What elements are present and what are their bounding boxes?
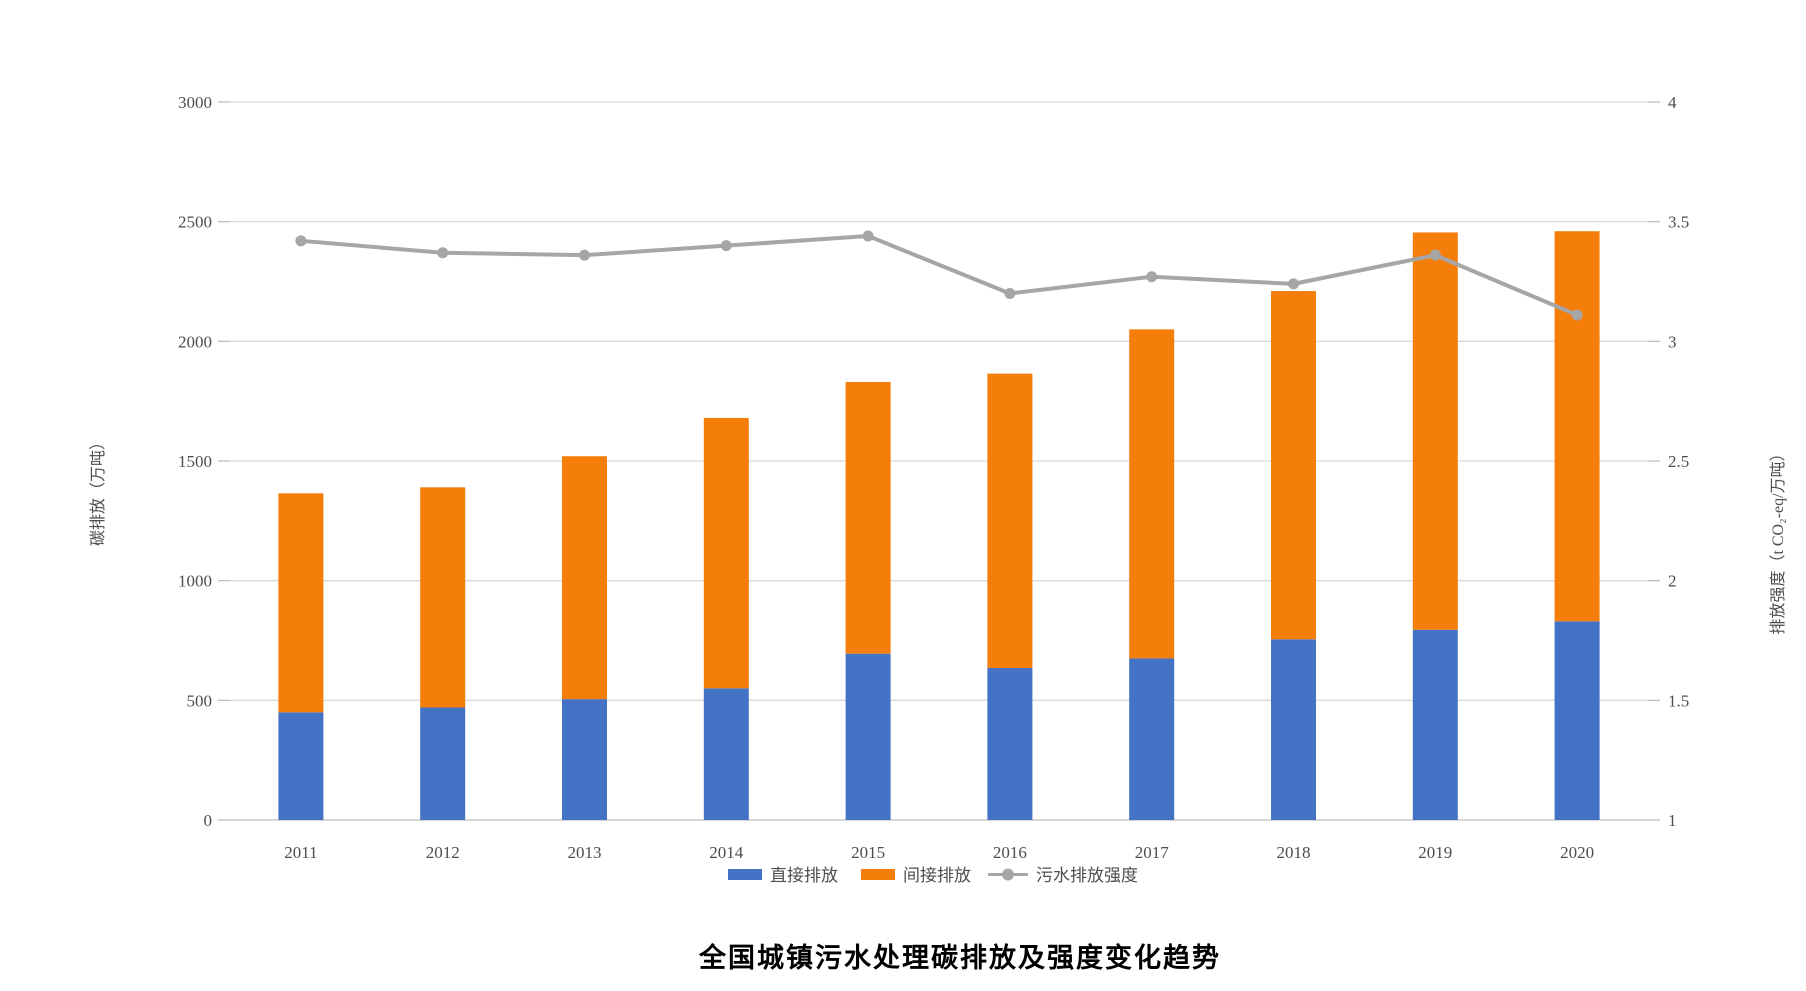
- x-axis-label-2015: 2015: [851, 843, 885, 862]
- intensity-line: [300, 234, 1578, 317]
- bar-direct-2015: [845, 653, 891, 820]
- bar-indirect-2014: [703, 417, 749, 689]
- intensity-point-2015: [862, 230, 874, 242]
- bar-indirect-2019: [1412, 232, 1458, 630]
- intensity-point-2019: [1429, 249, 1441, 261]
- x-axis-label-2013: 2013: [568, 843, 602, 862]
- bar-direct-2020: [1554, 621, 1600, 820]
- right-axis-tick-label-2.5: 2.5: [1668, 452, 1689, 471]
- left-axis-tick-label-0: 0: [204, 811, 213, 830]
- intensity-point-2020: [1571, 309, 1583, 321]
- bar-indirect-2013: [562, 456, 607, 700]
- right-axis-tick-label-3.5: 3.5: [1668, 213, 1689, 232]
- bar-indirect-2015: [845, 382, 891, 654]
- x-axis-label-2016: 2016: [993, 843, 1027, 862]
- bar-direct-2012: [420, 707, 466, 820]
- legend-swatch-direct-emissions: [728, 869, 762, 880]
- x-axis-labels-layer: 2011 2012 2013 2014 2015 2016 2017 2018 2019 2020: [284, 843, 1594, 862]
- left-axis-title: 碳排放（万吨）: [89, 434, 107, 546]
- x-axis-label-2019: 2019: [1418, 843, 1452, 862]
- intensity-point-2018: [1288, 278, 1299, 290]
- legend-marker-intensity: [1002, 868, 1014, 881]
- intensity-point-2017: [1146, 271, 1158, 283]
- legend: 直接排放 间接排放 污水排放强度: [728, 866, 1138, 885]
- bars-layer: [278, 231, 1600, 820]
- right-axis-tick-label-1.5: 1.5: [1668, 691, 1689, 710]
- left-axis-tick-label-500: 500: [187, 691, 213, 710]
- right-axis-tick-label-1: 1: [1668, 811, 1677, 830]
- intensity-point-2013: [579, 249, 590, 261]
- bar-indirect-2012: [420, 487, 466, 708]
- legend-label-intensity: 污水排放强度: [1036, 866, 1138, 885]
- left-axis-tick-label-1500: 1500: [178, 452, 212, 471]
- right-axis-tick-label-2: 2: [1668, 572, 1677, 591]
- x-axis-label-2011: 2011: [284, 843, 317, 862]
- x-axis-label-2017: 2017: [1135, 843, 1170, 862]
- x-axis-label-2020: 2020: [1560, 843, 1594, 862]
- bar-direct-2014: [703, 688, 749, 820]
- bar-direct-2016: [987, 668, 1033, 820]
- bar-indirect-2020: [1554, 231, 1600, 622]
- bar-direct-2011: [278, 712, 324, 820]
- line-series-layer: [295, 230, 1583, 321]
- x-axis-label-2012: 2012: [426, 843, 460, 862]
- left-axis-tick-label-3000: 3000: [178, 93, 212, 112]
- left-axis-tick-label-2000: 2000: [178, 332, 212, 351]
- bar-direct-2019: [1412, 629, 1458, 820]
- legend-swatch-indirect-emissions: [861, 869, 895, 880]
- left-axis-tick-label-1000: 1000: [178, 572, 212, 591]
- bar-indirect-2016: [987, 373, 1033, 669]
- bar-direct-2018: [1271, 639, 1316, 820]
- bar-indirect-2018: [1271, 291, 1316, 640]
- bar-indirect-2011: [278, 493, 324, 713]
- chart-title: 全国城镇污水处理碳排放及强度变化趋势: [698, 942, 1221, 973]
- gridlines-layer: [218, 101, 1660, 821]
- legend-label-indirect-emissions: 间接排放: [903, 866, 971, 885]
- bar-indirect-2017: [1129, 329, 1175, 659]
- x-axis-label-2014: 2014: [709, 843, 744, 862]
- intensity-point-2016: [1004, 287, 1016, 299]
- intensity-point-2011: [295, 235, 307, 247]
- legend-label-direct-emissions: 直接排放: [770, 866, 838, 885]
- right-axis-tick-label-4: 4: [1668, 93, 1677, 112]
- right-axis-tick-label-3: 3: [1668, 332, 1677, 351]
- bar-direct-2017: [1129, 658, 1175, 820]
- right-axis-title: 排放强度（t CO₂-eq/万吨）: [1769, 445, 1787, 634]
- bar-direct-2013: [562, 699, 607, 820]
- x-axis-label-2018: 2018: [1277, 843, 1311, 862]
- intensity-point-2014: [720, 240, 732, 252]
- intensity-point-2012: [437, 247, 449, 259]
- left-axis-tick-label-2500: 2500: [178, 213, 212, 232]
